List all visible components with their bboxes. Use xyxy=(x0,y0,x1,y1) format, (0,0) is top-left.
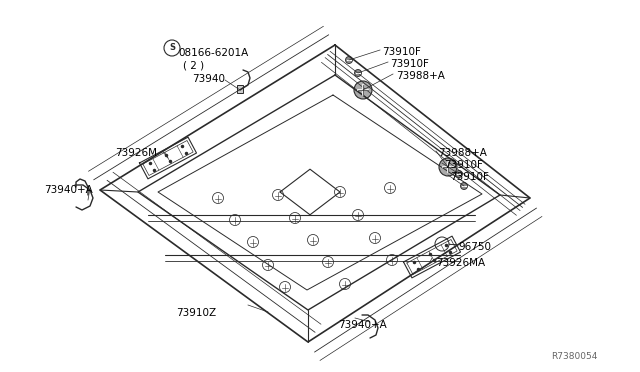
Text: 73910Z: 73910Z xyxy=(176,308,216,318)
Circle shape xyxy=(354,81,372,99)
Text: 73910F: 73910F xyxy=(382,47,421,57)
Text: 73910F: 73910F xyxy=(444,160,483,170)
Text: R7380054: R7380054 xyxy=(552,352,598,361)
Circle shape xyxy=(456,170,463,177)
Text: 96750: 96750 xyxy=(458,242,491,252)
Text: 73926M: 73926M xyxy=(115,148,157,158)
Text: S: S xyxy=(169,44,175,52)
Text: 73910F: 73910F xyxy=(390,59,429,69)
Bar xyxy=(237,85,243,93)
Circle shape xyxy=(439,158,457,176)
Circle shape xyxy=(346,57,353,64)
Text: 73940+A: 73940+A xyxy=(44,185,93,195)
Text: 08166-6201A: 08166-6201A xyxy=(178,48,248,58)
Text: ( 2 ): ( 2 ) xyxy=(183,60,204,70)
Circle shape xyxy=(355,70,362,77)
Text: 73926MA: 73926MA xyxy=(436,258,485,268)
Text: 73910F: 73910F xyxy=(450,172,489,182)
Circle shape xyxy=(461,183,467,189)
Text: 73940+A: 73940+A xyxy=(338,320,387,330)
Text: 73940: 73940 xyxy=(192,74,225,84)
Text: 73988+A: 73988+A xyxy=(438,148,487,158)
Text: 73988+A: 73988+A xyxy=(396,71,445,81)
